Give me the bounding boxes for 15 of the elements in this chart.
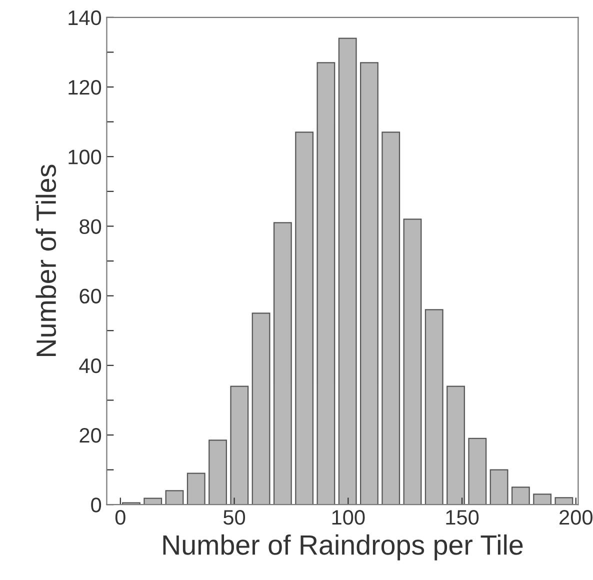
x-axis-title: Number of Raindrops per Tile [163, 534, 523, 560]
x-tick-label: 100 [332, 510, 365, 525]
x-tick-label: 150 [446, 510, 479, 525]
y-axis-title: Number of Tiles [36, 164, 56, 356]
y-tick-label: 140 [68, 10, 102, 26]
y-tick-label: 60 [80, 288, 102, 304]
y-tick-label: 80 [80, 219, 102, 234]
y-tick-label: 40 [79, 358, 102, 374]
y-tick-label: 120 [68, 80, 102, 95]
x-tick-label: 0 [115, 510, 126, 525]
y-tick-label: 100 [68, 150, 102, 164]
y-tick-label: 20 [80, 428, 102, 443]
x-tick-label: 50 [224, 510, 246, 525]
x-tick-label: 200 [560, 510, 592, 525]
y-tick-label: 0 [91, 498, 102, 512]
